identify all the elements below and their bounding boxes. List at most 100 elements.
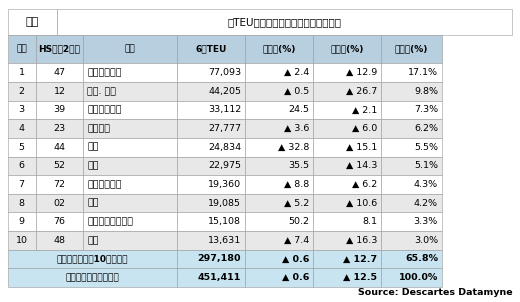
Bar: [35, 101, 83, 119]
Bar: [177, 212, 245, 231]
Bar: [381, 175, 441, 194]
Text: アジア向け上位10品目合計: アジア向け上位10品目合計: [57, 255, 128, 263]
Text: ▲ 6.2: ▲ 6.2: [352, 180, 378, 189]
Text: 19,360: 19,360: [208, 180, 241, 189]
Bar: [177, 63, 245, 82]
Bar: [381, 231, 441, 250]
Text: 12: 12: [54, 87, 66, 96]
Bar: [177, 119, 245, 138]
Bar: [8, 194, 35, 212]
Text: 72: 72: [54, 180, 66, 189]
Bar: [83, 156, 177, 175]
Bar: [313, 212, 381, 231]
Bar: [245, 63, 313, 82]
Bar: [177, 231, 245, 250]
Text: ▲ 0.6: ▲ 0.6: [282, 255, 309, 263]
Bar: [83, 138, 177, 156]
Text: 8.1: 8.1: [362, 217, 378, 226]
Text: 8: 8: [19, 199, 24, 207]
Bar: [245, 212, 313, 231]
Text: 6.2%: 6.2%: [414, 124, 438, 133]
Text: ▲ 7.4: ▲ 7.4: [284, 236, 309, 245]
Bar: [381, 119, 441, 138]
Bar: [313, 194, 381, 212]
Text: 297,180: 297,180: [198, 255, 241, 263]
Text: 19,085: 19,085: [208, 199, 241, 207]
Text: 24.5: 24.5: [288, 105, 309, 114]
Text: 肉類: 肉類: [87, 199, 99, 207]
Text: 3.3%: 3.3%: [414, 217, 438, 226]
Bar: [245, 231, 313, 250]
Text: 33,112: 33,112: [208, 105, 241, 114]
Bar: [313, 268, 381, 287]
Bar: [245, 194, 313, 212]
Bar: [381, 212, 441, 231]
Bar: [83, 119, 177, 138]
Text: ▲ 5.2: ▲ 5.2: [284, 199, 309, 207]
Bar: [313, 63, 381, 82]
Bar: [177, 175, 245, 194]
Bar: [313, 82, 381, 101]
Text: 5.5%: 5.5%: [414, 143, 438, 152]
Bar: [245, 156, 313, 175]
Text: 鉄スクラップ: 鉄スクラップ: [87, 180, 122, 189]
Text: ▲ 12.5: ▲ 12.5: [343, 273, 378, 282]
Bar: [245, 138, 313, 156]
Text: Source: Descartes Datamyne: Source: Descartes Datamyne: [358, 288, 512, 297]
Text: ▲ 8.8: ▲ 8.8: [284, 180, 309, 189]
Text: ▲ 12.7: ▲ 12.7: [343, 255, 378, 263]
Bar: [57, 9, 512, 35]
Bar: [83, 212, 177, 231]
Text: ▲ 2.4: ▲ 2.4: [284, 68, 309, 77]
Bar: [313, 35, 381, 63]
Bar: [381, 250, 441, 268]
Text: ▲ 32.8: ▲ 32.8: [278, 143, 309, 152]
Text: 451,411: 451,411: [198, 273, 241, 282]
Text: 76: 76: [54, 217, 66, 226]
Bar: [381, 82, 441, 101]
Text: パルプ　古紙: パルプ 古紙: [87, 68, 122, 77]
Text: ▲ 0.6: ▲ 0.6: [282, 273, 309, 282]
Text: シェア(%): シェア(%): [395, 45, 428, 53]
Bar: [313, 250, 381, 268]
Bar: [381, 63, 441, 82]
Bar: [177, 194, 245, 212]
Text: プラスチック: プラスチック: [87, 105, 122, 114]
Bar: [245, 119, 313, 138]
Text: 5: 5: [19, 143, 24, 152]
Bar: [381, 35, 441, 63]
Text: 順位: 順位: [16, 45, 27, 53]
Bar: [8, 101, 35, 119]
Text: 4.3%: 4.3%: [414, 180, 438, 189]
Text: アジア向け全品目合計: アジア向け全品目合計: [66, 273, 119, 282]
Text: 02: 02: [54, 199, 66, 207]
Text: 44,205: 44,205: [208, 87, 241, 96]
Text: 100.0%: 100.0%: [399, 273, 438, 282]
Bar: [313, 101, 381, 119]
Text: ▲ 15.1: ▲ 15.1: [346, 143, 378, 152]
Text: 3: 3: [19, 105, 25, 114]
Bar: [177, 82, 245, 101]
Bar: [35, 175, 83, 194]
Text: 44: 44: [54, 143, 66, 152]
Text: 7.3%: 7.3%: [414, 105, 438, 114]
Bar: [381, 268, 441, 287]
Bar: [8, 268, 177, 287]
Text: 77,093: 77,093: [208, 68, 241, 77]
Bar: [8, 35, 35, 63]
Bar: [83, 35, 177, 63]
Bar: [245, 268, 313, 287]
Text: ▲ 16.3: ▲ 16.3: [346, 236, 378, 245]
Text: 3.0%: 3.0%: [414, 236, 438, 245]
Text: ▲ 0.5: ▲ 0.5: [284, 87, 309, 96]
Text: 9: 9: [19, 217, 24, 226]
Text: ▲ 12.9: ▲ 12.9: [346, 68, 378, 77]
Bar: [8, 9, 57, 35]
Bar: [245, 175, 313, 194]
Bar: [83, 231, 177, 250]
Text: 35.5: 35.5: [288, 161, 309, 170]
Bar: [177, 250, 245, 268]
Text: 5.1%: 5.1%: [414, 161, 438, 170]
Text: 2: 2: [19, 87, 24, 96]
Text: 22,975: 22,975: [208, 161, 241, 170]
